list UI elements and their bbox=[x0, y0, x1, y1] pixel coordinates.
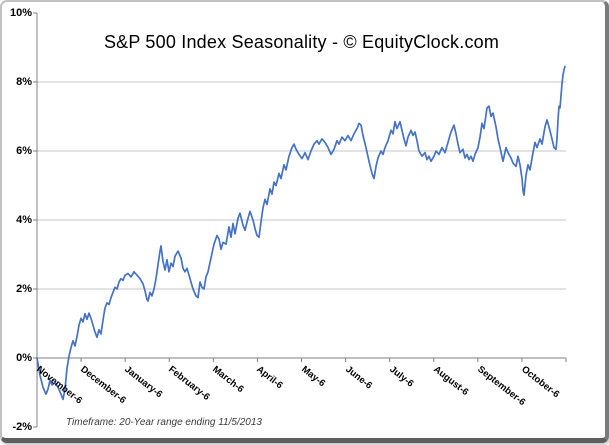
y-axis-label: -2% bbox=[12, 421, 32, 433]
y-axis-label: 8% bbox=[16, 76, 32, 88]
y-axis-label: 0% bbox=[16, 352, 32, 364]
seasonality-series-line bbox=[36, 65, 566, 401]
y-axis-label: 6% bbox=[16, 145, 32, 157]
y-axis-label: 4% bbox=[16, 214, 32, 226]
y-axis-label: 10% bbox=[9, 7, 32, 19]
y-axis-label: 2% bbox=[16, 283, 32, 295]
timeframe-note: Timeframe: 20-Year range ending 11/5/201… bbox=[66, 417, 262, 428]
chart-title: S&P 500 Index Seasonality - © EquityCloc… bbox=[103, 32, 500, 52]
